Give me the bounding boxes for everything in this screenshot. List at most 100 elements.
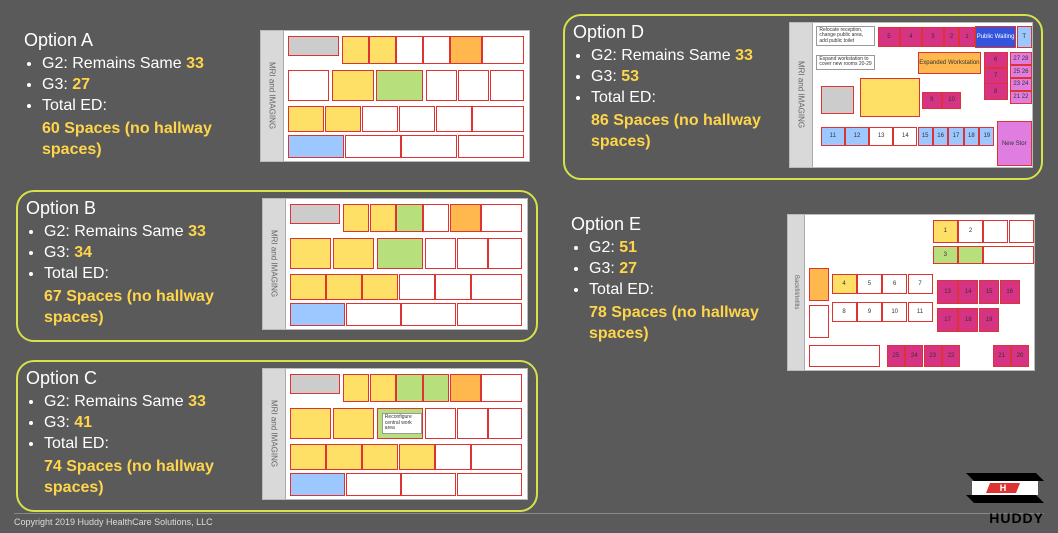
- room: [481, 204, 522, 232]
- left-column: Option A G2: Remains Same 33 G3: 27 Tota…: [16, 24, 538, 530]
- option-d-total: Total ED:86 Spaces (no hallway spaces): [591, 87, 783, 152]
- option-b-floorplan: MRI and IMAGING: [262, 198, 528, 330]
- room: [983, 220, 1008, 244]
- room: [457, 408, 488, 439]
- room: [435, 444, 471, 469]
- room: [342, 36, 369, 64]
- room: [423, 36, 450, 64]
- room: [401, 135, 457, 158]
- room: 5: [857, 274, 882, 295]
- plan-rooms-a: [283, 31, 529, 161]
- option-a: Option A G2: Remains Same 33 G3: 27 Tota…: [16, 24, 538, 172]
- room: [343, 374, 369, 402]
- room: 19: [979, 127, 994, 146]
- right-column: Option D G2: Remains Same 33 G3: 53 Tota…: [563, 14, 1043, 399]
- room: 2: [958, 220, 983, 244]
- mri-strip: MRI and IMAGING: [790, 23, 813, 167]
- room: 17: [948, 127, 963, 146]
- room: [346, 303, 401, 326]
- room: 18: [958, 308, 978, 332]
- room: [457, 473, 522, 496]
- option-a-title: Option A: [24, 30, 254, 51]
- room: Expanded Workstation: [918, 52, 982, 74]
- room: 14: [958, 280, 978, 304]
- room: [377, 238, 423, 269]
- room: 5: [878, 27, 900, 46]
- plan-rooms-d: Relocate reception, change public area, …: [812, 23, 1032, 167]
- room: 12: [845, 127, 869, 146]
- room: [290, 204, 340, 224]
- option-d-g3: G3: 53: [591, 66, 783, 87]
- room: 7: [984, 68, 1008, 84]
- room: [362, 444, 398, 469]
- option-d-floorplan: MRI and IMAGING Relocate reception, chan…: [789, 22, 1033, 168]
- room: [401, 303, 456, 326]
- room: [860, 78, 919, 117]
- room: Public Waiting: [975, 26, 1017, 48]
- room: [396, 204, 422, 232]
- option-c-title: Option C: [26, 368, 256, 389]
- room: 17: [937, 308, 957, 332]
- option-b-g3: G3: 34: [44, 242, 256, 263]
- option-c-floorplan: MRI and IMAGING Reconfigure central work…: [262, 368, 528, 500]
- room: 23: [924, 345, 942, 367]
- room: 7: [908, 274, 933, 295]
- option-a-text: Option A G2: Remains Same 33 G3: 27 Tota…: [24, 30, 260, 161]
- option-c-total: Total ED:74 Spaces (no hallway spaces): [44, 433, 256, 498]
- room: 15: [979, 280, 999, 304]
- option-c-list: G2: Remains Same 33 G3: 41 Total ED:74 S…: [26, 391, 256, 499]
- option-e-g3: G3: 27: [589, 258, 781, 279]
- plan-note: Reconfigure central work area: [382, 413, 422, 434]
- option-d-g2: G2: Remains Same 33: [591, 45, 783, 66]
- huddy-logo: H HUDDY: [966, 473, 1044, 519]
- logo-mark: H: [966, 473, 1044, 503]
- room: 21 22: [1010, 91, 1032, 105]
- plan-rooms-e: 1 2 3 4 5 6 7 13 14 15 16 8: [804, 215, 1034, 370]
- room: [423, 204, 449, 232]
- room: 25 26: [1010, 65, 1032, 79]
- room: 4: [832, 274, 857, 295]
- room: 13: [937, 280, 957, 304]
- room: [490, 70, 524, 101]
- option-b-total: Total ED:67 Spaces (no hallway spaces): [44, 263, 256, 328]
- room: [346, 473, 401, 496]
- room: [425, 238, 456, 269]
- option-e-g2: G2: 51: [589, 237, 781, 258]
- room: 3: [933, 246, 958, 264]
- room: [809, 268, 829, 301]
- room: [362, 274, 398, 299]
- room: 6: [984, 52, 1008, 68]
- mri-strip: MRI and IMAGING: [263, 199, 286, 329]
- option-b-title: Option B: [26, 198, 256, 219]
- room: 18: [964, 127, 979, 146]
- room: [332, 70, 373, 101]
- room: [435, 274, 471, 299]
- room: 23 24: [1010, 78, 1032, 92]
- room: [326, 444, 362, 469]
- room: [325, 106, 361, 131]
- option-a-list: G2: Remains Same 33 G3: 27 Total ED:60 S…: [24, 53, 254, 161]
- room: 2: [944, 27, 959, 46]
- room: [482, 36, 523, 64]
- room: [343, 204, 369, 232]
- option-a-floorplan: MRI and IMAGING: [260, 30, 530, 162]
- room: 25: [887, 345, 905, 367]
- room: 10: [942, 92, 962, 108]
- room: [426, 70, 458, 101]
- room: [345, 135, 401, 158]
- option-b-text: Option B G2: Remains Same 33 G3: 34 Tota…: [26, 198, 262, 329]
- room: [362, 106, 398, 131]
- room: [425, 408, 456, 439]
- room: 27 28: [1010, 52, 1032, 66]
- option-c: Option C G2: Remains Same 33 G3: 41 Tota…: [16, 360, 538, 512]
- room: [481, 374, 522, 402]
- room: 16: [1000, 280, 1020, 304]
- room: 9: [857, 302, 882, 323]
- room: [396, 374, 422, 402]
- room: 8: [832, 302, 857, 323]
- room: [983, 246, 1033, 264]
- option-b: Option B G2: Remains Same 33 G3: 34 Tota…: [16, 190, 538, 342]
- room: [290, 444, 326, 469]
- option-b-list: G2: Remains Same 33 G3: 34 Total ED:67 S…: [26, 221, 256, 329]
- room: 6: [882, 274, 907, 295]
